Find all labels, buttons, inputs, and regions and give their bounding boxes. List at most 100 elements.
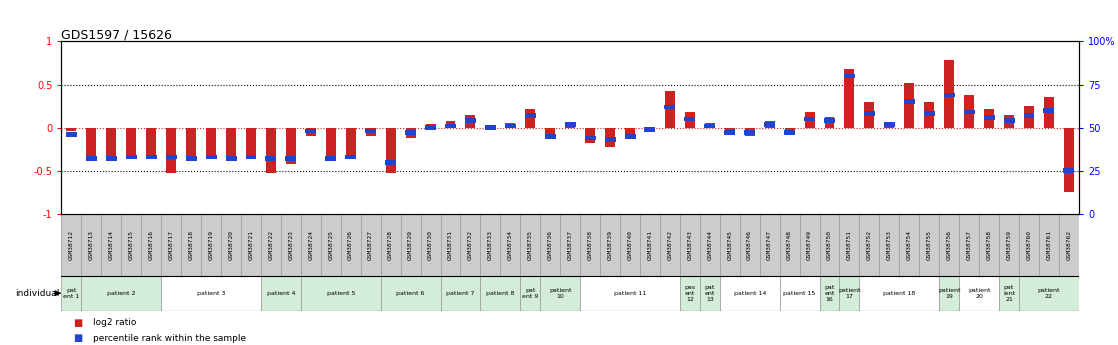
Bar: [86, 156, 97, 161]
Text: GSM38749: GSM38749: [807, 230, 812, 260]
FancyBboxPatch shape: [799, 214, 819, 276]
Bar: [505, 123, 515, 128]
Text: GSM38717: GSM38717: [169, 230, 173, 260]
FancyBboxPatch shape: [939, 276, 959, 310]
Text: GSM38735: GSM38735: [528, 230, 533, 260]
Text: GSM38723: GSM38723: [288, 230, 293, 260]
Bar: [345, 128, 356, 158]
Bar: [805, 112, 815, 128]
Text: GSM38713: GSM38713: [89, 230, 94, 260]
Bar: [785, 128, 795, 135]
Bar: [864, 102, 874, 128]
Bar: [984, 109, 994, 128]
FancyBboxPatch shape: [201, 214, 221, 276]
FancyBboxPatch shape: [959, 214, 979, 276]
FancyBboxPatch shape: [680, 214, 700, 276]
Text: GSM38722: GSM38722: [268, 230, 274, 260]
Bar: [724, 128, 735, 135]
Bar: [724, 130, 736, 135]
Text: GSM38720: GSM38720: [228, 230, 234, 260]
Bar: [884, 122, 894, 127]
Text: ■: ■: [73, 318, 82, 327]
Bar: [86, 128, 96, 158]
FancyBboxPatch shape: [1059, 214, 1079, 276]
Bar: [285, 156, 296, 161]
Text: log2 ratio: log2 ratio: [93, 318, 136, 327]
Text: GSM38728: GSM38728: [388, 230, 394, 260]
Text: pat
ent 9: pat ent 9: [522, 288, 539, 299]
Bar: [565, 122, 576, 127]
Bar: [246, 155, 256, 159]
Bar: [645, 128, 655, 132]
FancyBboxPatch shape: [840, 276, 860, 310]
Text: pat
ent
16: pat ent 16: [824, 285, 835, 302]
Text: patient 4: patient 4: [267, 291, 295, 296]
FancyBboxPatch shape: [122, 214, 141, 276]
Text: patient 2: patient 2: [107, 291, 135, 296]
FancyBboxPatch shape: [82, 276, 161, 310]
FancyBboxPatch shape: [840, 214, 860, 276]
FancyBboxPatch shape: [600, 214, 620, 276]
Bar: [445, 124, 456, 128]
Bar: [1064, 128, 1074, 192]
Bar: [944, 92, 955, 97]
Text: GSM38755: GSM38755: [927, 230, 931, 260]
FancyBboxPatch shape: [241, 214, 260, 276]
FancyBboxPatch shape: [639, 214, 660, 276]
Text: GSM38751: GSM38751: [847, 230, 852, 260]
FancyBboxPatch shape: [880, 214, 899, 276]
Text: pat
ient
21: pat ient 21: [1003, 285, 1015, 302]
Text: percentile rank within the sample: percentile rank within the sample: [93, 334, 246, 343]
Bar: [1063, 168, 1074, 173]
Bar: [1044, 97, 1054, 128]
FancyBboxPatch shape: [341, 214, 361, 276]
Text: GSM38748: GSM38748: [787, 230, 793, 260]
Text: patient 7: patient 7: [446, 291, 475, 296]
Bar: [306, 128, 315, 136]
Bar: [1004, 118, 1014, 123]
Text: GSM38721: GSM38721: [248, 230, 254, 260]
Text: GSM38756: GSM38756: [947, 230, 951, 260]
FancyBboxPatch shape: [520, 214, 540, 276]
Text: GSM38757: GSM38757: [967, 230, 972, 260]
Text: GSM38753: GSM38753: [887, 230, 892, 260]
Bar: [923, 111, 935, 116]
Bar: [745, 130, 755, 135]
Bar: [605, 128, 615, 147]
Bar: [325, 128, 335, 160]
FancyBboxPatch shape: [580, 214, 600, 276]
FancyBboxPatch shape: [700, 214, 720, 276]
Bar: [265, 156, 276, 161]
Bar: [546, 128, 556, 138]
FancyBboxPatch shape: [999, 276, 1018, 310]
FancyBboxPatch shape: [959, 276, 999, 310]
Text: GSM38745: GSM38745: [728, 230, 732, 260]
Bar: [246, 128, 256, 158]
Bar: [945, 60, 954, 128]
Text: patient
20: patient 20: [968, 288, 991, 299]
Bar: [664, 105, 675, 109]
FancyBboxPatch shape: [899, 214, 919, 276]
Text: GSM38724: GSM38724: [309, 230, 313, 260]
Text: patient
10: patient 10: [549, 288, 571, 299]
Text: patient 15: patient 15: [784, 291, 816, 296]
Text: GDS1597 / 15626: GDS1597 / 15626: [61, 28, 172, 41]
Text: patient 6: patient 6: [397, 291, 425, 296]
FancyBboxPatch shape: [860, 214, 880, 276]
Bar: [187, 128, 196, 160]
FancyBboxPatch shape: [481, 214, 501, 276]
Bar: [167, 128, 177, 172]
FancyBboxPatch shape: [720, 276, 779, 310]
Bar: [126, 155, 136, 159]
Bar: [286, 128, 296, 164]
Bar: [525, 109, 536, 128]
Text: GSM38739: GSM38739: [607, 230, 613, 260]
Text: GSM38750: GSM38750: [827, 230, 832, 260]
FancyBboxPatch shape: [819, 214, 840, 276]
Bar: [485, 125, 496, 130]
Bar: [1023, 113, 1034, 118]
Bar: [145, 155, 157, 159]
Text: GSM38760: GSM38760: [1026, 230, 1032, 260]
Bar: [884, 123, 894, 128]
Bar: [684, 117, 695, 121]
